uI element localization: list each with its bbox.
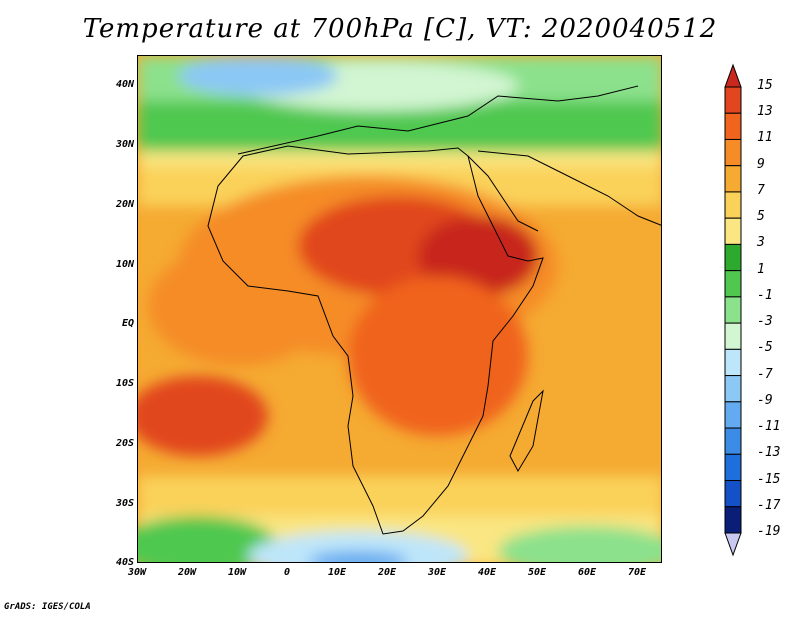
colorbar-label: 1 bbox=[757, 261, 765, 277]
colorbar-segment bbox=[724, 506, 742, 534]
colorbar-label: -7 bbox=[757, 366, 773, 382]
lon-label-30e: 30E bbox=[427, 567, 447, 578]
colorbar-label: -17 bbox=[757, 497, 781, 513]
colorbar-label: 15 bbox=[757, 78, 773, 93]
colorbar-segment bbox=[724, 270, 742, 298]
lon-label-20e: 20E bbox=[377, 567, 397, 578]
colorbar-segment bbox=[724, 165, 742, 193]
lon-label-10w: 10W bbox=[227, 567, 247, 578]
lon-label-70e: 70E bbox=[627, 567, 647, 578]
colorbar-label: -3 bbox=[757, 314, 773, 330]
colorbar-segment bbox=[724, 191, 742, 219]
lon-label-30w: 30W bbox=[127, 567, 147, 578]
colorbar-top-triangle bbox=[724, 63, 742, 88]
temperature-map bbox=[137, 55, 662, 563]
colorbar-bottom-triangle bbox=[724, 532, 742, 557]
map-title: Temperature at 700hPa [C], VT: 202004051… bbox=[82, 14, 718, 44]
colorbar-segment bbox=[724, 480, 742, 508]
colorbar-label: 9 bbox=[757, 156, 765, 172]
colorbar-segment bbox=[724, 375, 742, 403]
colorbar-segment bbox=[724, 453, 742, 482]
lat-label-eq: EQ bbox=[121, 318, 134, 329]
coastlines bbox=[207, 85, 661, 535]
lat-label-10n: 10N bbox=[115, 259, 134, 270]
lat-label-30s: 30S bbox=[115, 498, 134, 509]
colorbar-label: 13 bbox=[757, 104, 773, 120]
colorbar-label: -5 bbox=[757, 340, 773, 356]
colorbar bbox=[724, 63, 742, 557]
map-canvas bbox=[138, 56, 661, 562]
lat-label-20n: 20N bbox=[115, 199, 134, 210]
temperature-field bbox=[138, 56, 661, 562]
colorbar-segment bbox=[724, 138, 742, 167]
colorbar-label: -15 bbox=[757, 471, 781, 487]
colorbar-segment bbox=[724, 243, 742, 272]
colorbar-label: -11 bbox=[757, 419, 781, 435]
colorbar-segment bbox=[724, 86, 742, 114]
colorbar-label: -9 bbox=[757, 392, 773, 408]
lon-label-20w: 20W bbox=[177, 567, 197, 578]
colorbar-label: 5 bbox=[757, 209, 765, 225]
colorbar-segment bbox=[724, 401, 742, 429]
lat-label-10s: 10S bbox=[115, 378, 134, 389]
lon-label-40e: 40E bbox=[477, 567, 497, 578]
lat-label-20s: 20S bbox=[115, 438, 134, 449]
colorbar-segment bbox=[724, 427, 742, 455]
colorbar-segment bbox=[724, 296, 742, 324]
lon-label-10e: 10E bbox=[327, 567, 347, 578]
colorbar-segment bbox=[724, 322, 742, 350]
lon-label-0: 0 bbox=[283, 567, 291, 578]
colorbar-segment bbox=[724, 348, 742, 377]
colorbar-label: 11 bbox=[757, 130, 773, 146]
lon-label-60e: 60E bbox=[577, 567, 597, 578]
colorbar-label: -19 bbox=[757, 524, 781, 539]
colorbar-label: 3 bbox=[757, 235, 765, 251]
colorbar-label: -1 bbox=[757, 287, 773, 303]
colorbar-label: 7 bbox=[757, 182, 765, 198]
colorbar-segment bbox=[724, 217, 742, 245]
colorbar-label: -13 bbox=[757, 445, 781, 461]
lon-label-50e: 50E bbox=[527, 567, 547, 578]
colorbar-segment bbox=[724, 112, 742, 140]
lat-label-30n: 30N bbox=[115, 139, 134, 150]
footer-credit: GrADS: IGES/COLA bbox=[4, 602, 91, 612]
lat-label-40s: 40S bbox=[115, 557, 134, 568]
lat-label-40n: 40N bbox=[115, 79, 134, 90]
